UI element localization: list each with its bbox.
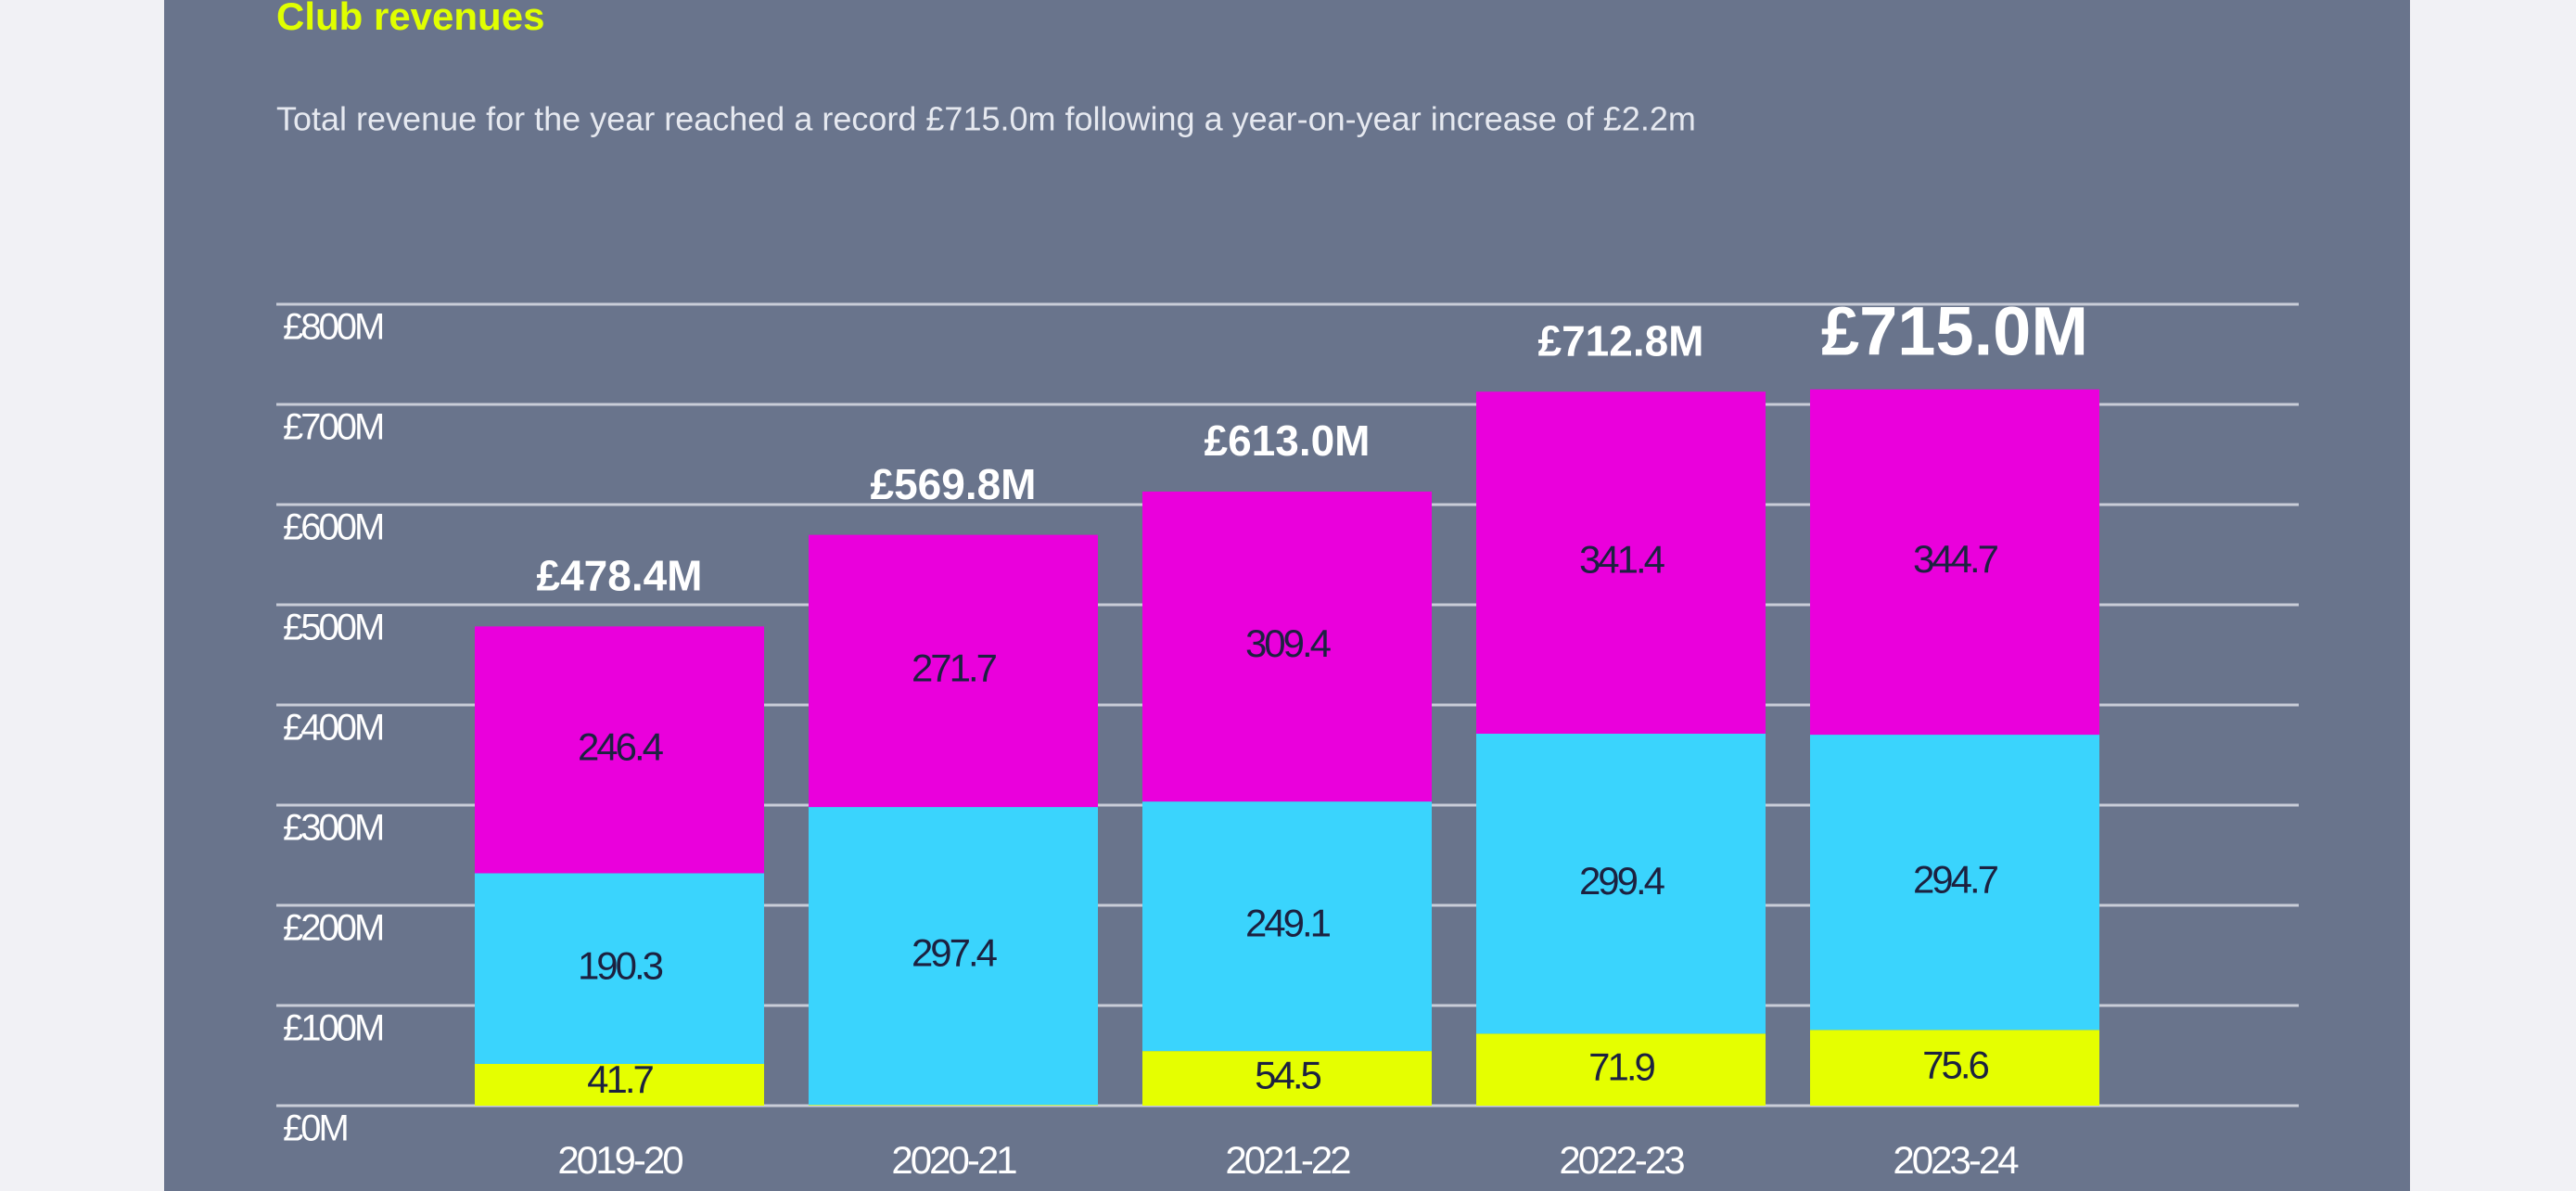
bar-segment: [1142, 1051, 1432, 1106]
segment-label: 341.4: [1579, 538, 1665, 582]
y-tick-label: £800M: [283, 307, 383, 348]
total-label: £712.8M: [1537, 316, 1703, 365]
segment-label: 271.7: [912, 646, 997, 689]
y-tick-label: £0M: [283, 1108, 347, 1149]
x-tick-label: 2020-21: [891, 1138, 1016, 1182]
x-tick-label: 2023-24: [1893, 1138, 2019, 1182]
segment-label: 41.7: [587, 1057, 653, 1101]
segment-label: 75.6: [1922, 1043, 1988, 1086]
total-label: £715.0M: [1821, 292, 2088, 369]
bar-segment: [809, 534, 1098, 808]
bar-segment: [809, 1105, 1098, 1106]
bar-segment: [475, 873, 764, 1064]
bar-segment: [1810, 735, 2099, 1031]
bar-segment: [809, 807, 1098, 1106]
total-label: £613.0M: [1204, 416, 1370, 465]
x-tick-label: 2021-22: [1225, 1138, 1350, 1182]
total-label: £478.4M: [536, 551, 702, 599]
y-tick-label: £100M: [283, 1008, 383, 1049]
chart-title: Club revenues: [276, 0, 544, 38]
y-tick-label: £600M: [283, 507, 383, 548]
segment-label: 297.4: [912, 931, 998, 975]
bar-segment: [1810, 389, 2099, 736]
segment-label: 71.9: [1588, 1044, 1654, 1088]
bar-segment: [1810, 1030, 2099, 1106]
bar-segment: [1476, 391, 1766, 734]
y-tick-label: £400M: [283, 708, 383, 749]
bar-segment: [475, 1063, 764, 1106]
chart-subtitle: Total revenue for the year reached a rec…: [276, 100, 1696, 138]
segment-label: 54.5: [1255, 1054, 1320, 1097]
bar-segment: [1476, 1033, 1766, 1106]
total-label: £569.8M: [870, 460, 1036, 508]
bar-segment: [1476, 733, 1766, 1034]
segment-label: 249.1: [1245, 902, 1331, 945]
x-tick-label: 2022-23: [1559, 1138, 1684, 1182]
segment-label: 309.4: [1245, 621, 1332, 665]
segment-label: 246.4: [578, 724, 664, 768]
bar-segment: [1142, 491, 1432, 802]
segment-label: 294.7: [1913, 857, 1998, 901]
y-tick-label: £700M: [283, 407, 383, 448]
bar-segment: [1142, 801, 1432, 1052]
segment-label: 344.7: [1913, 537, 1998, 581]
x-tick-label: 2019-20: [557, 1138, 682, 1182]
bar-segment: [475, 626, 764, 874]
y-tick-label: £500M: [283, 608, 383, 648]
y-tick-label: £200M: [283, 908, 383, 949]
segment-label: 190.3: [578, 943, 663, 987]
y-tick-label: £300M: [283, 808, 383, 849]
segment-label: 299.4: [1579, 859, 1665, 903]
